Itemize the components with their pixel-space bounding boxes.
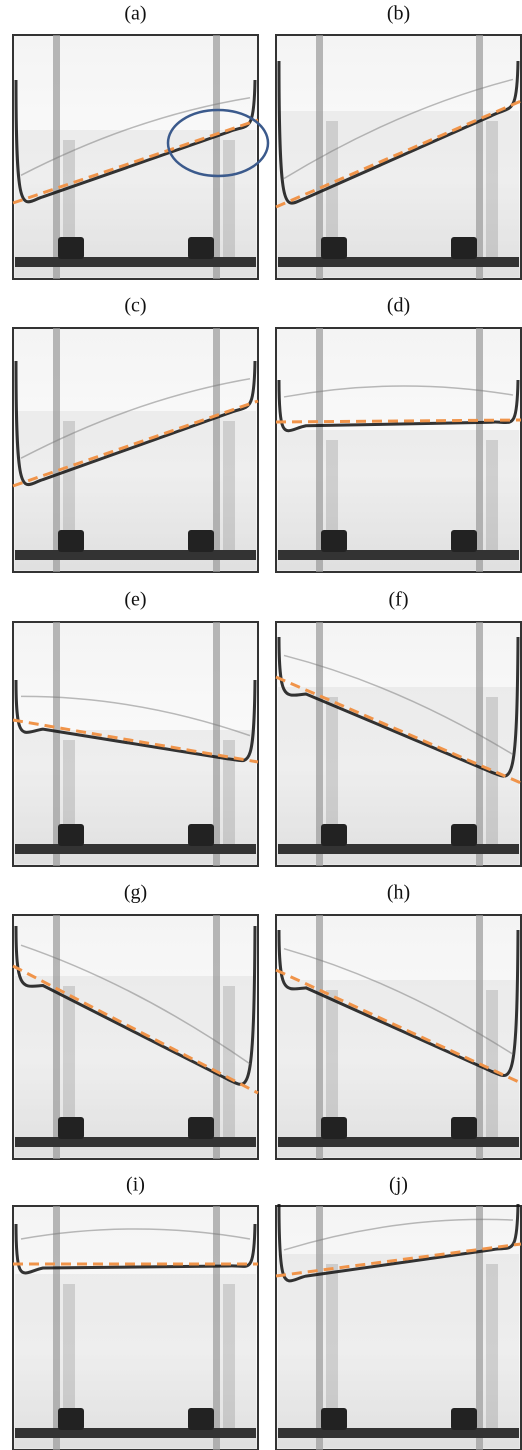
- base: [15, 550, 256, 560]
- figure: (a) (b) (c) (d) (e) (f) (g) (h) (i) (j): [0, 0, 522, 1450]
- base: [278, 1428, 519, 1438]
- support-rod: [476, 1206, 483, 1450]
- base: [278, 257, 519, 267]
- rod-shadow: [486, 1264, 498, 1430]
- panel-label: (f): [389, 589, 409, 611]
- rod-shadow: [223, 986, 235, 1139]
- photo: [13, 35, 268, 279]
- rod-shadow: [326, 697, 338, 846]
- base-block: [188, 530, 214, 552]
- rod-shadow: [486, 990, 498, 1139]
- page: (a)(b)(c)(d)(e)(f)(g)(h)(i)(j) (() => { …: [0, 0, 522, 1450]
- rod-shadow: [326, 1264, 338, 1430]
- photo: [276, 35, 521, 279]
- photo: [276, 915, 521, 1159]
- panel-label: (d): [387, 295, 410, 317]
- base-block: [451, 1117, 477, 1139]
- photo: [13, 915, 258, 1159]
- support-rod: [476, 622, 483, 866]
- base-block: [451, 530, 477, 552]
- rod-shadow: [486, 440, 498, 552]
- support-rod: [213, 1206, 220, 1450]
- base-block: [58, 530, 84, 552]
- support-rod: [213, 622, 220, 866]
- base-block: [451, 237, 477, 259]
- base: [15, 844, 256, 854]
- support-rod: [476, 328, 483, 572]
- base-block: [58, 1117, 84, 1139]
- support-rod: [476, 35, 483, 279]
- base-block: [451, 824, 477, 846]
- panel-label: (e): [124, 589, 146, 611]
- panel-label: (g): [124, 882, 147, 904]
- base-block: [188, 1408, 214, 1430]
- rod-shadow: [223, 421, 235, 552]
- base-block: [321, 824, 347, 846]
- base-block: [188, 824, 214, 846]
- base: [278, 844, 519, 854]
- base-block: [58, 824, 84, 846]
- base-block: [58, 1408, 84, 1430]
- base-block: [58, 237, 84, 259]
- base-block: [451, 1408, 477, 1430]
- rod-shadow: [63, 986, 75, 1139]
- base: [15, 1428, 256, 1438]
- panel-label: (a): [124, 3, 146, 25]
- base-block: [321, 530, 347, 552]
- base-block: [321, 1408, 347, 1430]
- base: [15, 1137, 256, 1147]
- rod-shadow: [223, 140, 235, 259]
- photo: [276, 1204, 521, 1450]
- panel-label: (i): [126, 1174, 145, 1196]
- photo: [13, 1206, 258, 1450]
- photo: [276, 328, 521, 572]
- base: [15, 257, 256, 267]
- panel-label: (h): [387, 882, 410, 904]
- base-block: [321, 237, 347, 259]
- panel-label: (b): [387, 3, 410, 25]
- base: [278, 1137, 519, 1147]
- rod-shadow: [486, 121, 498, 259]
- photo: [13, 622, 258, 866]
- base: [278, 550, 519, 560]
- support-rod: [213, 915, 220, 1159]
- support-rod: [476, 915, 483, 1159]
- panel-label: (j): [389, 1174, 408, 1196]
- support-rod: [213, 328, 220, 572]
- base-block: [188, 1117, 214, 1139]
- base-block: [188, 237, 214, 259]
- support-rod: [213, 35, 220, 279]
- rod-shadow: [223, 1284, 235, 1430]
- rod-shadow: [326, 990, 338, 1139]
- photo: [13, 328, 258, 572]
- photo: [276, 622, 521, 866]
- base-block: [321, 1117, 347, 1139]
- panel-label: (c): [124, 295, 146, 317]
